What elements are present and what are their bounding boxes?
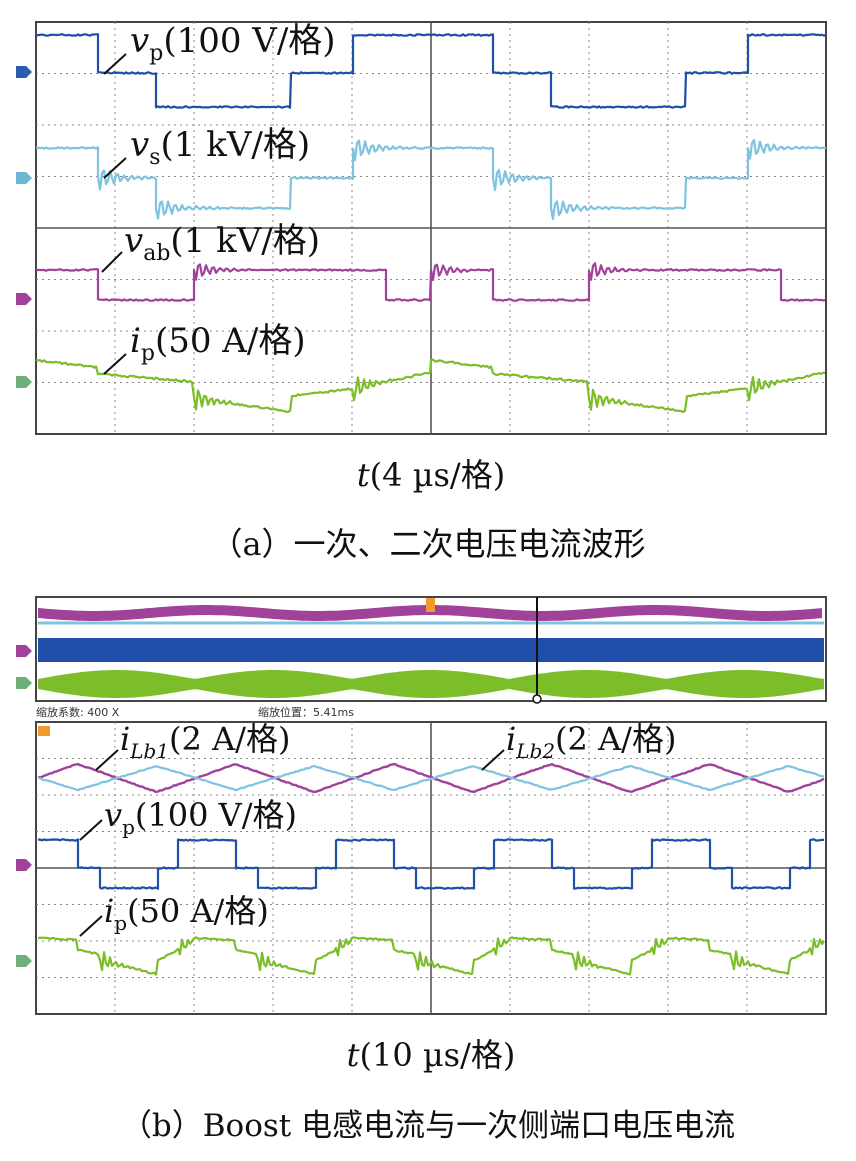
trace-ip-b xyxy=(37,936,825,976)
ch3-marker xyxy=(16,293,32,305)
label-iLb1: iLb1(2 A/格) xyxy=(120,720,290,763)
ch2-marker xyxy=(16,172,32,184)
ch4-marker xyxy=(16,376,32,388)
trace-iLb2 xyxy=(37,764,825,792)
panel-b-xlabel: t(10 µs/格) xyxy=(347,1036,516,1074)
label-ip-a: ip(50 A/格) xyxy=(130,321,306,366)
panel-b-trigger-marker xyxy=(38,726,50,736)
trace-vs-a xyxy=(35,139,827,221)
trace-vp-a xyxy=(35,33,827,109)
overview-ip-band xyxy=(38,670,824,698)
overview-traces xyxy=(38,605,824,698)
b-ch4-marker xyxy=(16,955,32,967)
panel-a: vp(100 V/格) vs(1 kV/格) vab(1 kV/格) ip(50… xyxy=(16,21,827,563)
panel-b: iLb1(2 A/格) iLb2(2 A/格) vp(100 V/格) ip(5… xyxy=(16,720,827,1144)
panel-a-labels: vp(100 V/格) vs(1 kV/格) vab(1 kV/格) ip(50… xyxy=(101,21,336,375)
panel-b-overview: 缩放系数: 400 X 缩放位置：5.41ms xyxy=(16,596,827,719)
b-ch3-marker xyxy=(16,859,32,871)
label-vab-a: vab(1 kV/格) xyxy=(124,221,320,266)
panel-a-channel-markers xyxy=(16,66,32,388)
panel-a-traces xyxy=(35,33,827,414)
trace-iLb1 xyxy=(37,762,825,794)
trace-ip-a xyxy=(35,358,825,414)
label-vp-b: vp(100 V/格) xyxy=(104,796,297,839)
panel-a-xlabel: t(4 µs/格) xyxy=(357,456,505,494)
overview-iLb-band xyxy=(38,605,822,621)
trigger-marker xyxy=(426,598,435,612)
panel-a-caption: （a）一次、二次电压电流波形 xyxy=(210,525,645,563)
zoom-cursor-end xyxy=(532,694,542,704)
zoom-position: 缩放位置：5.41ms xyxy=(258,705,354,719)
ov-ch3-marker xyxy=(16,645,32,657)
panel-b-caption: （b）Boost 电感电流与一次侧端口电压电流 xyxy=(121,1108,735,1144)
panel-b-traces xyxy=(37,762,825,976)
label-iLb2: iLb2(2 A/格) xyxy=(506,720,676,763)
ch1-marker xyxy=(16,66,32,78)
zoom-factor: 缩放系数: 400 X xyxy=(36,705,120,719)
overview-vp-band xyxy=(38,638,824,662)
trace-vp-b xyxy=(37,838,825,890)
trace-vab-a xyxy=(36,262,826,302)
panel-b-labels: iLb1(2 A/格) iLb2(2 A/格) vp(100 V/格) ip(5… xyxy=(79,720,676,937)
ov-ch4-marker xyxy=(16,677,32,689)
label-ip-b: ip(50 A/格) xyxy=(104,892,269,935)
label-vs-a: vs(1 kV/格) xyxy=(130,125,310,170)
panel-a-grid xyxy=(36,22,826,434)
label-vp-a: vp(100 V/格) xyxy=(130,21,336,66)
